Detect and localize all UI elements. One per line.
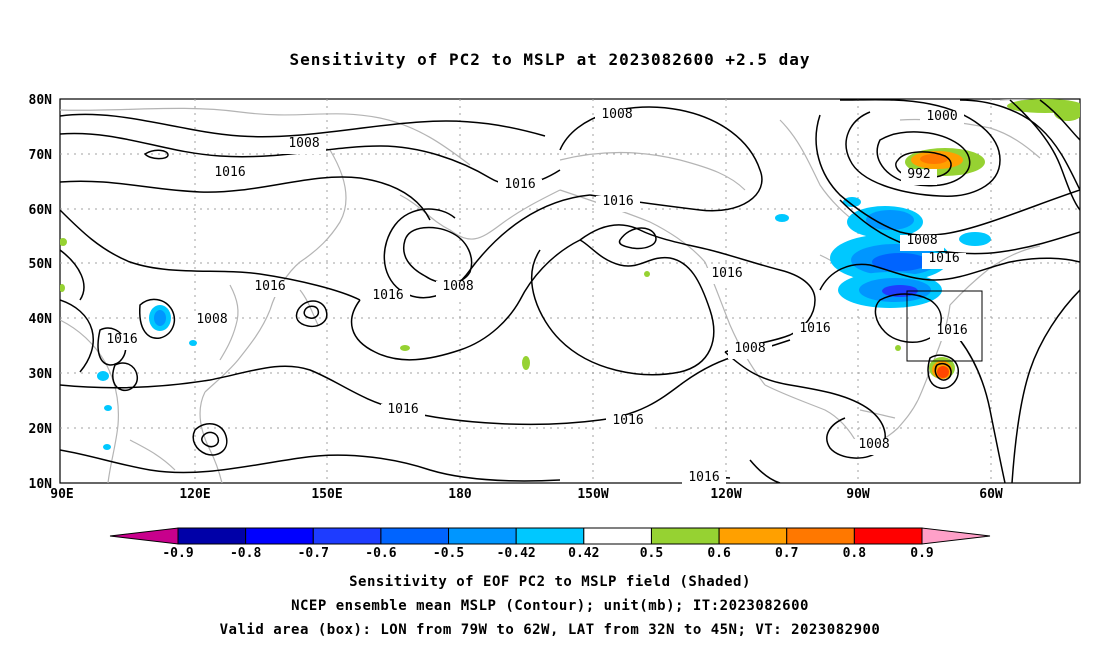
colorbar-cell bbox=[448, 527, 517, 545]
lon-tick-label: 150W bbox=[577, 487, 608, 502]
contour-label: 1016 bbox=[928, 251, 959, 266]
lon-tick-label: 90W bbox=[846, 487, 870, 502]
contour-label: 1016 bbox=[254, 279, 285, 294]
colorbar-cell bbox=[312, 527, 382, 545]
colorbar-label: 0.6 bbox=[707, 546, 731, 561]
caption-contour: NCEP ensemble mean MSLP (Contour); unit(… bbox=[291, 598, 809, 614]
contour-label: 1016 bbox=[688, 470, 719, 485]
colorbar-label: -0.5 bbox=[433, 546, 464, 561]
contour-label: 1016 bbox=[799, 321, 830, 336]
lat-tick-label: 10N bbox=[29, 477, 53, 492]
lat-tick-label: 50N bbox=[29, 257, 53, 272]
contour-label: 1016 bbox=[387, 402, 418, 417]
latitude-labels: 80N 70N 60N 50N 40N 30N 20N 10N bbox=[29, 93, 53, 492]
lat-tick-label: 80N bbox=[29, 93, 53, 108]
contour-label: 1016 bbox=[711, 266, 742, 281]
lat-tick-label: 70N bbox=[29, 148, 53, 163]
valid-area-box bbox=[906, 290, 983, 362]
lon-tick-label: 60W bbox=[979, 487, 1003, 502]
lat-tick-label: 60N bbox=[29, 203, 53, 218]
colorbar-low-arrow bbox=[109, 527, 179, 545]
contour-label: 1008 bbox=[858, 437, 889, 452]
colorbar-cell bbox=[380, 527, 450, 545]
colorbar-label: -0.6 bbox=[365, 546, 396, 561]
contour-label: 1016 bbox=[214, 165, 245, 180]
colorbar-cell bbox=[718, 527, 788, 545]
colorbar-cell bbox=[177, 527, 247, 545]
contour-label: 1008 bbox=[442, 279, 473, 294]
contour-label: 1016 bbox=[612, 413, 643, 428]
contour-label: 1016 bbox=[602, 194, 633, 209]
colorbar-label: -0.9 bbox=[162, 546, 193, 561]
colorbar-cell bbox=[853, 527, 923, 545]
contour-label: 1008 bbox=[906, 233, 937, 248]
lon-tick-label: 180 bbox=[448, 487, 472, 502]
lon-tick-label: 150E bbox=[311, 487, 342, 502]
contour-label: 1000 bbox=[926, 109, 957, 124]
lon-tick-label: 90E bbox=[50, 487, 73, 502]
longitude-labels: 90E 120E 150E 180 150W 120W 90W 60W bbox=[50, 487, 1003, 502]
colorbar-label: -0.8 bbox=[230, 546, 261, 561]
lat-tick-label: 40N bbox=[29, 312, 53, 327]
colorbar-cell bbox=[245, 527, 314, 545]
colorbar-label: -0.7 bbox=[298, 546, 329, 561]
color-bar: -0.9 -0.8 -0.7 -0.6 -0.5 -0.42 0.42 0.5 0.6 0.7 0.… bbox=[109, 527, 991, 561]
contour-label: 1008 bbox=[196, 312, 227, 327]
contour-label: 1008 bbox=[601, 107, 632, 122]
colorbar-high-arrow bbox=[921, 527, 991, 545]
colorbar-cell bbox=[583, 527, 652, 545]
contour-label: 1016 bbox=[504, 177, 535, 192]
contour-labels: 1008 1016 1008 1016 1008 1016 1016 1008 … bbox=[100, 107, 974, 488]
colorbar-cell bbox=[515, 527, 585, 545]
coastlines bbox=[60, 99, 1080, 483]
contour-label: 992 bbox=[907, 167, 930, 182]
colorbar-cell bbox=[650, 527, 720, 545]
colorbar-label: 0.7 bbox=[775, 546, 798, 561]
lat-tick-label: 30N bbox=[29, 367, 53, 382]
colorbar-label: 0.42 bbox=[568, 546, 599, 561]
contour-label: 1016 bbox=[106, 332, 137, 347]
lon-tick-label: 120E bbox=[179, 487, 210, 502]
contour-label: 1016 bbox=[372, 288, 403, 303]
lat-tick-label: 20N bbox=[29, 422, 53, 437]
colorbar-cell bbox=[786, 527, 855, 545]
colorbar-label: 0.9 bbox=[910, 546, 933, 561]
caption-shaded: Sensitivity of EOF PC2 to MSLP field (Sh… bbox=[349, 574, 751, 590]
contour-label: 1016 bbox=[936, 323, 967, 338]
map-title: Sensitivity of PC2 to MSLP at 2023082600… bbox=[289, 50, 811, 69]
colorbar-label: -0.42 bbox=[497, 546, 536, 561]
caption-valid-area: Valid area (box): LON from 79W to 62W, L… bbox=[219, 622, 881, 638]
contour-label: 1008 bbox=[288, 136, 319, 151]
contour-label: 1008 bbox=[734, 341, 765, 356]
colorbar-label: 0.8 bbox=[843, 546, 867, 561]
mslp-contours bbox=[60, 99, 1080, 483]
lon-tick-label: 120W bbox=[710, 487, 741, 502]
colorbar-label: 0.5 bbox=[640, 546, 663, 561]
